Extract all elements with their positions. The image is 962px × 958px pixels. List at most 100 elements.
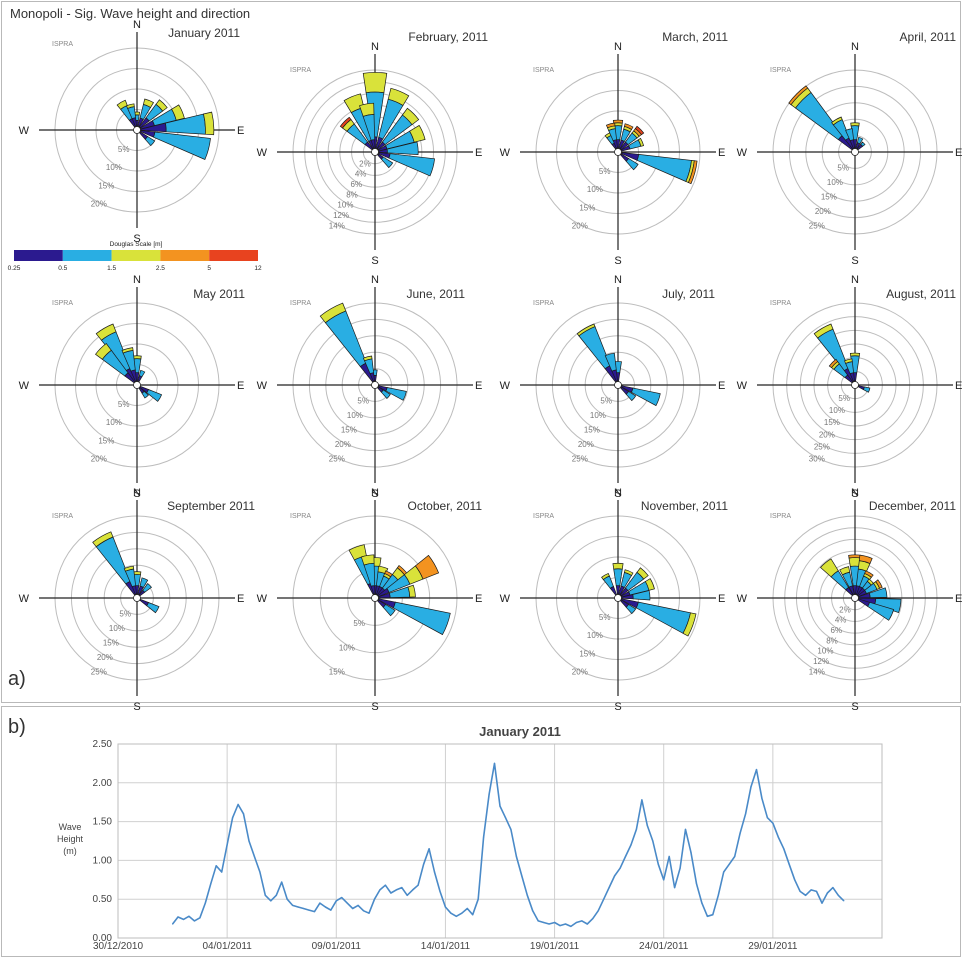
wave-height-point — [712, 914, 714, 916]
direction-label-n: N — [851, 274, 859, 286]
direction-label-n: N — [371, 41, 379, 53]
legend-swatch — [14, 250, 63, 261]
rose-petal-segment — [860, 141, 866, 147]
douglas-scale-legend: Douglas Scale [m] 0.25 0.5 1.5 2.5 5 12 — [8, 241, 262, 272]
wave-height-point — [728, 863, 730, 865]
wave-height-point — [466, 907, 468, 910]
rose-petal-segment — [116, 99, 128, 110]
wave-height-point — [319, 902, 321, 904]
legend-bin-label: 0.5 — [58, 265, 67, 272]
ispra-watermark: ISPRA — [290, 67, 311, 74]
wave-height-point — [777, 836, 779, 838]
wave-height-point — [723, 871, 725, 873]
rose-ring-label: 30% — [809, 454, 825, 463]
rose-petal-segment — [392, 601, 451, 636]
wave-height-point — [668, 855, 670, 858]
rose-petal-segment — [845, 128, 854, 142]
rose-title: August, 2011 — [886, 287, 956, 301]
rose-petal-segment — [146, 602, 160, 614]
chart-title: January 2011 — [479, 724, 561, 739]
legend-bin-label: 12 — [254, 265, 262, 272]
rose-petal-segment — [635, 601, 691, 634]
rose-petal-segment — [864, 570, 874, 578]
wave-height-point — [695, 883, 698, 885]
wave-height-point — [548, 923, 550, 925]
wave-height-point — [335, 900, 337, 902]
rose-ring-label: 25% — [814, 442, 830, 451]
wind-rose-10: 5% 10% 15% N E S W ISPRA October, 2011 — [257, 487, 483, 713]
rose-ring-label: 25% — [91, 667, 107, 676]
rose-petal-segment — [868, 587, 888, 598]
rose-ring-label: 5% — [353, 619, 365, 628]
wave-height-point — [783, 848, 785, 850]
rose-petal-segment — [788, 85, 809, 106]
rose-center — [133, 126, 141, 134]
direction-label-n: N — [851, 487, 859, 499]
wave-height-point — [395, 889, 397, 891]
wave-height-point — [581, 920, 583, 922]
direction-label-n: N — [371, 274, 379, 286]
wave-height-point — [652, 840, 654, 842]
wave-height-point — [766, 817, 769, 819]
direction-label-w: W — [19, 380, 30, 392]
rose-petal-segment — [138, 369, 146, 378]
direction-label-e: E — [237, 125, 244, 137]
timeseries-chart: January 2011 0.00 0.50 1.00 1.50 2.00 2.50 30/1… — [57, 724, 883, 952]
rose-title: December, 2011 — [869, 499, 956, 513]
direction-label-n: N — [133, 274, 141, 286]
rose-petal-segment — [612, 119, 624, 124]
wave-height-point — [270, 900, 272, 902]
direction-label-w: W — [19, 125, 30, 137]
rose-petal-segment — [576, 323, 596, 337]
rose-petal-segment — [632, 590, 651, 601]
wave-height-point — [734, 855, 736, 858]
wave-height-point — [373, 898, 376, 900]
direction-label-s: S — [371, 701, 378, 713]
rose-ring-label: 20% — [815, 207, 831, 216]
wave-height-point — [592, 918, 594, 920]
rose-petal-segment — [144, 136, 156, 147]
rose-petal-segment — [142, 98, 154, 108]
wave-height-point — [543, 921, 545, 924]
rose-ring-label: 15% — [821, 192, 837, 201]
direction-label-w: W — [19, 593, 30, 605]
rose-ring-label: 25% — [329, 454, 345, 463]
rose-petal-segment — [875, 579, 883, 589]
wave-height-point — [226, 844, 228, 846]
wave-height-point — [210, 883, 212, 885]
wave-height-point — [679, 867, 681, 869]
wave-height-point — [461, 912, 463, 914]
x-tick-label: 09/01/2011 — [312, 941, 362, 952]
direction-label-e: E — [475, 380, 482, 392]
direction-label-s: S — [614, 255, 621, 267]
rose-title: March, 2011 — [662, 30, 728, 44]
wave-height-point — [412, 889, 414, 891]
rose-petal-segment — [630, 387, 661, 407]
rose-center — [371, 594, 379, 602]
wave-height-point — [761, 797, 763, 799]
wave-height-point — [663, 879, 665, 881]
rose-ring-label: 10% — [339, 643, 355, 652]
plot-area — [117, 743, 883, 939]
wave-height-point — [346, 902, 348, 904]
legend-swatch — [209, 250, 258, 261]
wind-rose-11: 5% 10% 15% 20% N E S W ISPRA November, 2011 — [500, 487, 729, 713]
rose-ring-label: 15% — [98, 181, 114, 190]
wave-height-point — [215, 865, 217, 867]
rose-ring-label: 10% — [590, 411, 606, 420]
rose-petal-segment — [343, 93, 365, 114]
wave-height-point — [188, 915, 190, 917]
rose-petal-segment — [95, 323, 117, 341]
rose-ring-label: 12% — [333, 211, 349, 220]
rose-petal-segment — [867, 601, 895, 621]
wave-height-point — [182, 918, 185, 921]
wave-height-point — [221, 871, 223, 873]
rose-ring-label: 10% — [109, 624, 125, 633]
wave-height-point — [488, 793, 490, 796]
rose-petal-segment — [362, 72, 388, 94]
rose-petal-segment — [324, 310, 367, 367]
direction-label-s: S — [371, 488, 378, 500]
rose-ring-label: 5% — [119, 609, 131, 618]
wave-height-point — [521, 875, 523, 877]
